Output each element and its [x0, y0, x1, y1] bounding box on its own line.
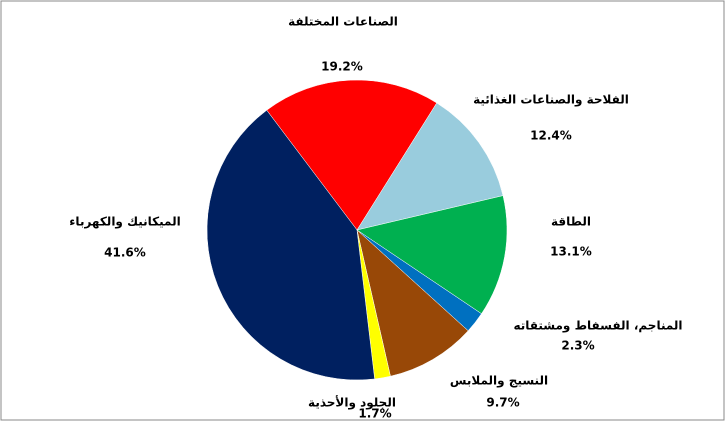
slice-label: الفلاحة والصناعات الغذائية — [473, 93, 629, 108]
slice-label: الطاقة — [551, 215, 591, 229]
slice-label: الصناعات المختلفة — [288, 15, 398, 29]
slice-value-label: 9.7% — [486, 396, 519, 410]
pie-slice — [356, 229, 469, 377]
pie-slice — [266, 79, 438, 231]
slice-value-label: 1.7% — [358, 407, 391, 421]
slice-label: الميكانيك والكهرباء — [69, 215, 180, 230]
slice-value-label: 19.2% — [321, 60, 363, 74]
slice-value-label: 13.1% — [550, 245, 592, 259]
slice-label: المناجم، الفسفاط ومشتقاته — [513, 319, 682, 334]
slice-label: النسيج والملابس — [450, 374, 548, 389]
slice-value-label: 41.6% — [104, 246, 146, 260]
slice-value-label: 12.4% — [530, 129, 572, 143]
slice-value-label: 2.3% — [561, 339, 594, 353]
pie-slice — [356, 102, 504, 231]
pie-slice — [356, 195, 508, 315]
pie-slice — [206, 109, 375, 381]
slice-label: الجلود والأحذية — [308, 395, 396, 411]
